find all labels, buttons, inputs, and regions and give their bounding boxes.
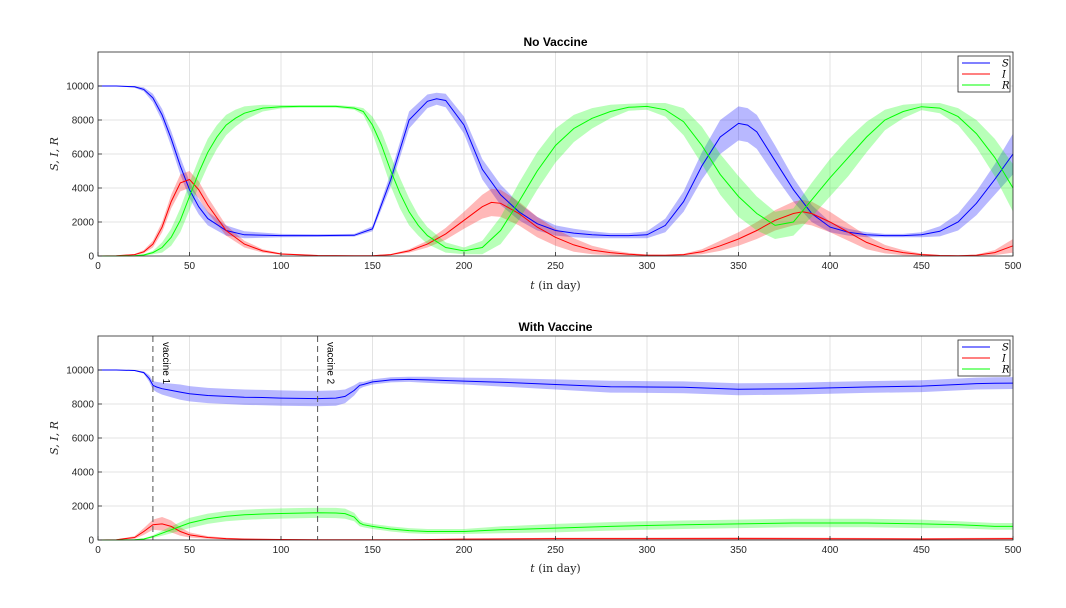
y-tick-label: 6000 (72, 434, 95, 445)
line-R (98, 512, 1013, 541)
y-tick-label: 8000 (72, 400, 95, 411)
band-R (98, 507, 1013, 540)
y-tick-label: 0 (88, 252, 94, 263)
legend-label-R: R (1001, 81, 1010, 92)
x-tick-label: 100 (273, 545, 290, 556)
x-tick-label: 250 (547, 545, 564, 556)
x-tick-label: 150 (364, 261, 381, 272)
annotation-label: vaccine 1 (160, 342, 171, 385)
legend: SIR (957, 55, 1011, 93)
y-axis-label: S, I, R (48, 137, 61, 171)
x-axis-label: t (in day) (530, 562, 580, 575)
y-tick-label: 2000 (72, 218, 95, 229)
x-tick-label: 500 (1005, 545, 1022, 556)
x-tick-label: 150 (364, 545, 381, 556)
line-I (97, 178, 1014, 257)
y-tick-label: 2000 (72, 502, 95, 513)
y-axis-label: S, I, R (48, 421, 61, 455)
x-tick-label: 300 (639, 261, 656, 272)
x-axis-label: t (in day) (530, 279, 580, 292)
x-tick-label: 50 (184, 545, 196, 556)
x-tick-label: 400 (822, 261, 839, 272)
x-tick-label: 250 (547, 261, 564, 272)
x-tick-label: 200 (456, 261, 473, 272)
band-S (98, 370, 1013, 407)
x-tick-label: 450 (913, 261, 930, 272)
legend-label-I: I (1001, 354, 1007, 365)
annotation-label: vaccine 2 (325, 342, 336, 385)
x-tick-label: 300 (639, 545, 656, 556)
y-tick-label: 10000 (66, 366, 94, 377)
x-tick-label: 350 (730, 545, 747, 556)
line-R (98, 105, 1014, 257)
x-tick-label: 200 (456, 545, 473, 556)
y-tick-label: 8000 (72, 116, 95, 127)
x-tick-label: 0 (95, 545, 101, 556)
chart-title: With Vaccine (519, 320, 593, 334)
y-tick-label: 10000 (66, 82, 94, 93)
y-tick-label: 6000 (72, 150, 95, 161)
legend-label-S: S (1002, 59, 1009, 70)
legend-label-I: I (1001, 70, 1007, 81)
y-tick-label: 0 (88, 536, 94, 547)
y-tick-label: 4000 (72, 468, 95, 479)
chart-0: 0 50 100 150 200 250 300 350 400 450 500 0 2000 4000 6… (48, 35, 1022, 292)
chart-1: vaccine 1 vaccine 2 0 50 100 150 200 250 300 350 4… (48, 320, 1022, 575)
line-S (98, 369, 1014, 400)
y-tick-label: 4000 (72, 184, 95, 195)
x-tick-label: 400 (822, 545, 839, 556)
legend-label-S: S (1002, 343, 1009, 354)
line-I (97, 523, 1014, 541)
line-S (98, 85, 1014, 237)
chart-title: No Vaccine (523, 35, 587, 49)
x-tick-label: 450 (913, 545, 930, 556)
band-R (98, 103, 1013, 256)
x-tick-label: 100 (273, 261, 290, 272)
x-tick-label: 0 (95, 261, 101, 272)
legend: SIR (957, 339, 1011, 377)
x-tick-label: 350 (730, 261, 747, 272)
x-tick-label: 500 (1005, 261, 1022, 272)
x-tick-label: 50 (184, 261, 196, 272)
legend-label-R: R (1001, 365, 1010, 376)
